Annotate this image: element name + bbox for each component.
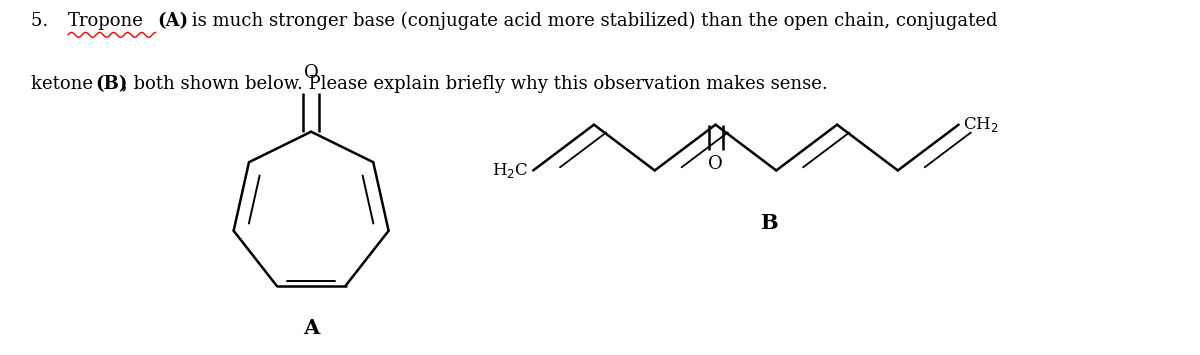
Text: CH$_2$: CH$_2$: [964, 115, 998, 134]
Text: O: O: [304, 64, 318, 82]
Text: (B): (B): [95, 75, 127, 93]
Text: (A): (A): [157, 12, 188, 30]
Text: 5.: 5.: [31, 12, 59, 30]
Text: ketone: ketone: [31, 75, 98, 93]
Text: is much stronger base (conjugate acid more stabilized) than the open chain, conj: is much stronger base (conjugate acid mo…: [186, 12, 997, 30]
Text: A: A: [302, 318, 319, 338]
Text: , both shown below. Please explain briefly why this observation makes sense.: , both shown below. Please explain brief…: [121, 75, 828, 93]
Text: O: O: [708, 155, 722, 174]
Text: H$_2$C: H$_2$C: [492, 161, 528, 180]
Text: Tropone: Tropone: [68, 12, 144, 30]
Text: B: B: [761, 213, 778, 233]
